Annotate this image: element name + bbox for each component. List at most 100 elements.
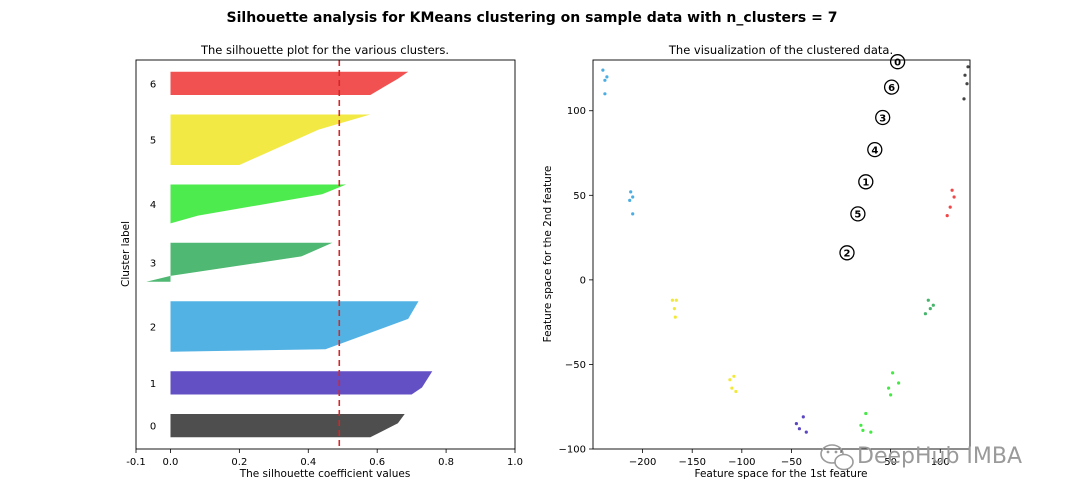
silhouette-x-label: The silhouette coefficient values — [239, 468, 411, 480]
silhouette-fill-cluster-6 — [170, 71, 409, 95]
scatter-point — [797, 427, 802, 431]
watermark-text: DeepHub IMBA — [857, 444, 1022, 469]
scatter-point — [672, 307, 677, 311]
scatter-point — [923, 312, 928, 316]
scatter-point — [864, 411, 868, 416]
scatter-y-tick-label: 50 — [573, 191, 586, 202]
cluster-center-marker — [889, 54, 906, 70]
scatter-point — [631, 195, 635, 199]
scatter-point — [674, 298, 678, 302]
silhouette-x-tick-label: 0.8 — [438, 457, 454, 468]
cluster-label-2: 2 — [150, 323, 156, 334]
scatter-point — [728, 378, 732, 382]
scatter-point — [962, 97, 966, 101]
scatter-y-tick-label: −50 — [565, 360, 586, 371]
scatter-point — [730, 386, 734, 390]
scatter-point — [869, 430, 873, 434]
cluster-center-label: 2 — [844, 249, 851, 260]
cluster-center-label: 6 — [888, 83, 895, 94]
scatter-point — [931, 303, 935, 307]
silhouette-plot: The silhouette plot for the various clus… — [120, 43, 523, 480]
cluster-centers: 0 6 3 4 1 5 2 — [839, 54, 906, 261]
cluster-labels: 0 1 2 3 4 5 6 — [150, 79, 156, 432]
scatter-point — [950, 188, 954, 192]
cluster-label-3: 3 — [150, 258, 156, 269]
scatter-point — [628, 198, 632, 202]
silhouette-fill-cluster-2 — [170, 301, 419, 352]
scatter-x-label: Feature space for the 1st feature — [694, 468, 867, 480]
silhouette-x-ticks: -0.1 0.0 0.2 0.4 0.6 0.8 1.0 — [126, 449, 523, 468]
scatter-x-tick-label: 50 — [884, 457, 897, 468]
scatter-point — [887, 386, 891, 390]
scatter-plot-title: The visualization of the clustered data. — [668, 43, 893, 57]
cluster-center-0: 0 — [889, 54, 906, 70]
scatter-y-label: Feature space for the 2nd feature — [542, 166, 554, 343]
scatter-point — [891, 371, 895, 375]
scatter-x-tick-label: 100 — [931, 457, 950, 468]
scatter-point — [631, 212, 635, 216]
cluster-center-label: 4 — [871, 145, 878, 156]
scatter-x-tick-label: −100 — [728, 457, 755, 468]
cluster-center-marker — [875, 109, 891, 126]
cluster-center-marker — [867, 141, 883, 158]
scatter-point — [732, 374, 736, 378]
cluster-label-5: 5 — [150, 136, 156, 147]
scatter-point — [861, 428, 865, 432]
scatter-point — [603, 92, 607, 96]
silhouette-x-tick-label: -0.1 — [126, 457, 146, 468]
cluster-center-marker — [850, 206, 866, 222]
scatter-point — [928, 307, 932, 311]
figure-suptitle: Silhouette analysis for KMeans clusterin… — [227, 10, 838, 26]
cluster-center-label: 0 — [894, 58, 901, 69]
scatter-point — [963, 73, 967, 77]
scatter-points — [601, 65, 970, 434]
cluster-scatter-plot: The visualization of the clustered data.… — [542, 43, 971, 480]
scatter-point — [629, 190, 633, 194]
silhouette-fill-cluster-1 — [170, 371, 433, 395]
scatter-point — [601, 68, 605, 72]
silhouette-y-label: Cluster label — [120, 221, 132, 287]
scatter-point — [859, 423, 863, 427]
cluster-center-marker — [883, 79, 900, 95]
scatter-point — [603, 78, 607, 82]
silhouette-x-tick-label: 0.6 — [369, 457, 385, 468]
scatter-plot-frame — [592, 59, 971, 450]
silhouette-fill-cluster-0 — [170, 414, 405, 438]
silhouette-plot-frame — [135, 59, 516, 450]
cluster-center-5: 5 — [850, 206, 866, 222]
silhouette-x-tick-label: 0.0 — [163, 457, 179, 468]
scatter-point — [801, 415, 805, 419]
scatter-point — [673, 315, 677, 319]
scatter-x-tick-label: −200 — [629, 457, 656, 468]
cluster-center-label: 5 — [854, 210, 861, 221]
cluster-center-marker — [839, 245, 855, 261]
scatter-point — [966, 65, 970, 69]
scatter-point — [952, 195, 956, 199]
silhouette-plot-title: The silhouette plot for the various clus… — [200, 43, 449, 57]
cluster-center-label: 1 — [862, 178, 869, 189]
scatter-point — [926, 298, 930, 302]
scatter-point — [948, 205, 952, 209]
cluster-label-1: 1 — [150, 379, 156, 390]
silhouette-x-tick-label: 0.4 — [300, 457, 316, 468]
silhouette-x-tick-label: 1.0 — [507, 457, 523, 468]
cluster-center-label: 3 — [879, 113, 886, 124]
cluster-label-6: 6 — [150, 79, 156, 90]
silhouette-fill-cluster-4 — [170, 184, 347, 224]
scatter-point — [889, 393, 893, 397]
wechat-icon — [820, 444, 854, 471]
scatter-y-tick-label: −100 — [559, 445, 586, 456]
cluster-center-4: 4 — [867, 141, 883, 158]
scatter-point — [734, 389, 738, 394]
silhouette-x-tick-label: 0.2 — [231, 457, 247, 468]
scatter-point — [945, 214, 949, 218]
scatter-point — [605, 75, 609, 79]
silhouette-fill-cluster-3 — [146, 242, 333, 282]
watermark: DeepHub IMBA — [820, 444, 1022, 471]
cluster-center-1: 1 — [858, 174, 874, 190]
cluster-label-0: 0 — [150, 422, 156, 433]
scatter-point — [965, 82, 969, 86]
cluster-center-2: 2 — [839, 245, 855, 261]
scatter-x-tick-label: −50 — [781, 457, 802, 468]
